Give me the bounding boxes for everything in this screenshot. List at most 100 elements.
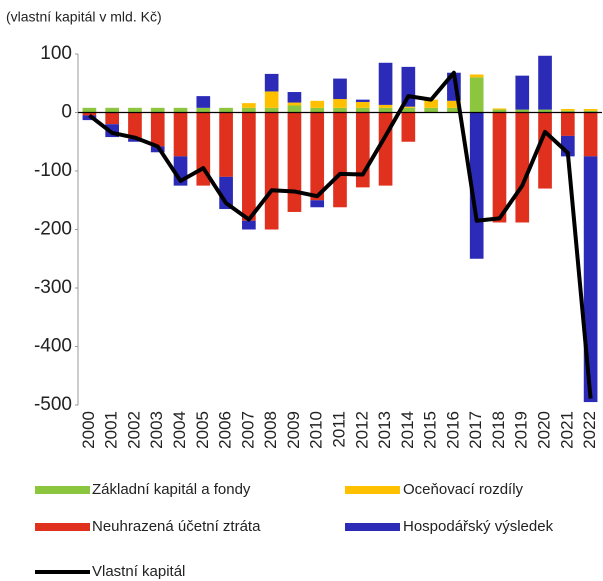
bar-segment [447,107,461,113]
x-tick-label: 2000 [79,411,98,449]
bar-segment [242,103,256,108]
chart-title: (vlastní kapitál v mld. Kč) [6,9,162,25]
x-tick-label: 2020 [535,411,554,449]
bar-segment [560,110,575,113]
bar-segment [492,112,507,223]
x-tick-label: 2016 [443,411,462,449]
bar-segment [173,112,188,157]
x-tick-label: 2014 [398,411,417,449]
bar-segment [264,91,279,108]
x-tick-label: 2001 [102,411,121,449]
bar-segment [287,105,302,113]
bar-segment [515,75,530,110]
line [88,70,593,399]
bar-segment [469,74,484,78]
bar-segment [583,110,598,113]
bar-segment [105,107,120,113]
legend-label: Hospodářský výsledek [403,518,554,535]
bar-segment [333,112,347,208]
x-tick-label: 2012 [352,411,371,449]
bar-segment [538,109,552,113]
x-tick-label: 2005 [193,411,212,449]
bar-segment [173,107,188,113]
bar-segment [355,107,370,113]
x-tick-label: 2017 [466,411,485,449]
y-tick-label: 100 [40,43,72,64]
x-tick-label: 2015 [421,411,440,449]
bar-segment [424,107,438,113]
legend-swatch [35,523,90,531]
bar-segment [196,112,211,186]
bar-segment [560,112,575,136]
y-tick-label: 0 [61,102,72,123]
bar-segment [128,112,142,139]
bar-segment [219,107,233,113]
bar-segment [333,78,347,100]
bar-segment [264,112,279,230]
y-tick-label: -200 [34,219,72,240]
legend-label: Neuhrazená účetní ztráta [92,518,261,535]
bar-segment [242,112,256,221]
x-tick-label: 2011 [329,411,348,448]
bar-segment [287,92,302,103]
bar-segment [310,200,325,208]
bar-segment [310,107,325,113]
bar-segment [447,100,461,108]
bar-segment [242,107,256,113]
bar-segment [538,112,552,189]
bar-segment [82,107,97,113]
bar-segment [242,220,256,230]
bar-segment [469,77,484,113]
bar-segment [401,107,416,113]
y-tick-label: -100 [34,160,72,181]
x-tick-label: 2021 [557,411,576,449]
legend-label: Oceňovací rozdíly [403,481,524,498]
bar-segment [128,107,142,113]
legend-label: Vlastní kapitál [92,563,185,580]
y-tick-label: -400 [34,336,72,357]
x-tick-label: 2013 [375,411,394,449]
bar-segment [355,99,370,102]
bar-segment [424,99,438,108]
bar-segment [538,55,552,110]
bar-segment [196,107,211,113]
x-tick-label: 2006 [216,411,235,449]
bar-segment [515,109,530,113]
bar-segment [150,107,165,113]
x-tick-label: 2003 [147,411,166,449]
x-tick-label: 2009 [284,411,303,449]
bar-segment [583,112,598,157]
bar-segment [310,100,325,108]
bar-segment [105,112,120,125]
legend-swatch [345,486,400,494]
x-tick-label: 2010 [307,411,326,449]
bar-segment [378,104,393,108]
x-tick-label: 2022 [580,411,599,449]
y-tick-label: -500 [34,394,72,415]
bar-segment [310,112,325,201]
y-tick-label: -300 [34,277,72,298]
bar-segment [515,112,530,223]
bar-segment [82,112,97,116]
bar-segment [264,107,279,113]
bar-segment [401,112,416,142]
bar-segment [378,107,393,113]
bar-segment [333,107,347,113]
x-tick-label: 2007 [238,411,257,449]
bar-segment [560,108,575,111]
x-tick-label: 2004 [170,411,189,449]
bar-segment [378,112,393,186]
bar-segment [150,112,165,147]
bar-segment [401,106,416,108]
bar-segment [287,102,302,106]
x-tick-label: 2018 [489,411,508,449]
bar-segment [355,101,370,108]
x-tick-label: 2019 [512,411,531,449]
bar-segment [128,138,142,142]
bar-segment [196,96,211,108]
x-tick-label: 2008 [261,411,280,449]
legend-label: Základní kapitál a fondy [92,481,251,498]
legend-swatch [35,486,90,494]
bar-segment [264,73,279,92]
